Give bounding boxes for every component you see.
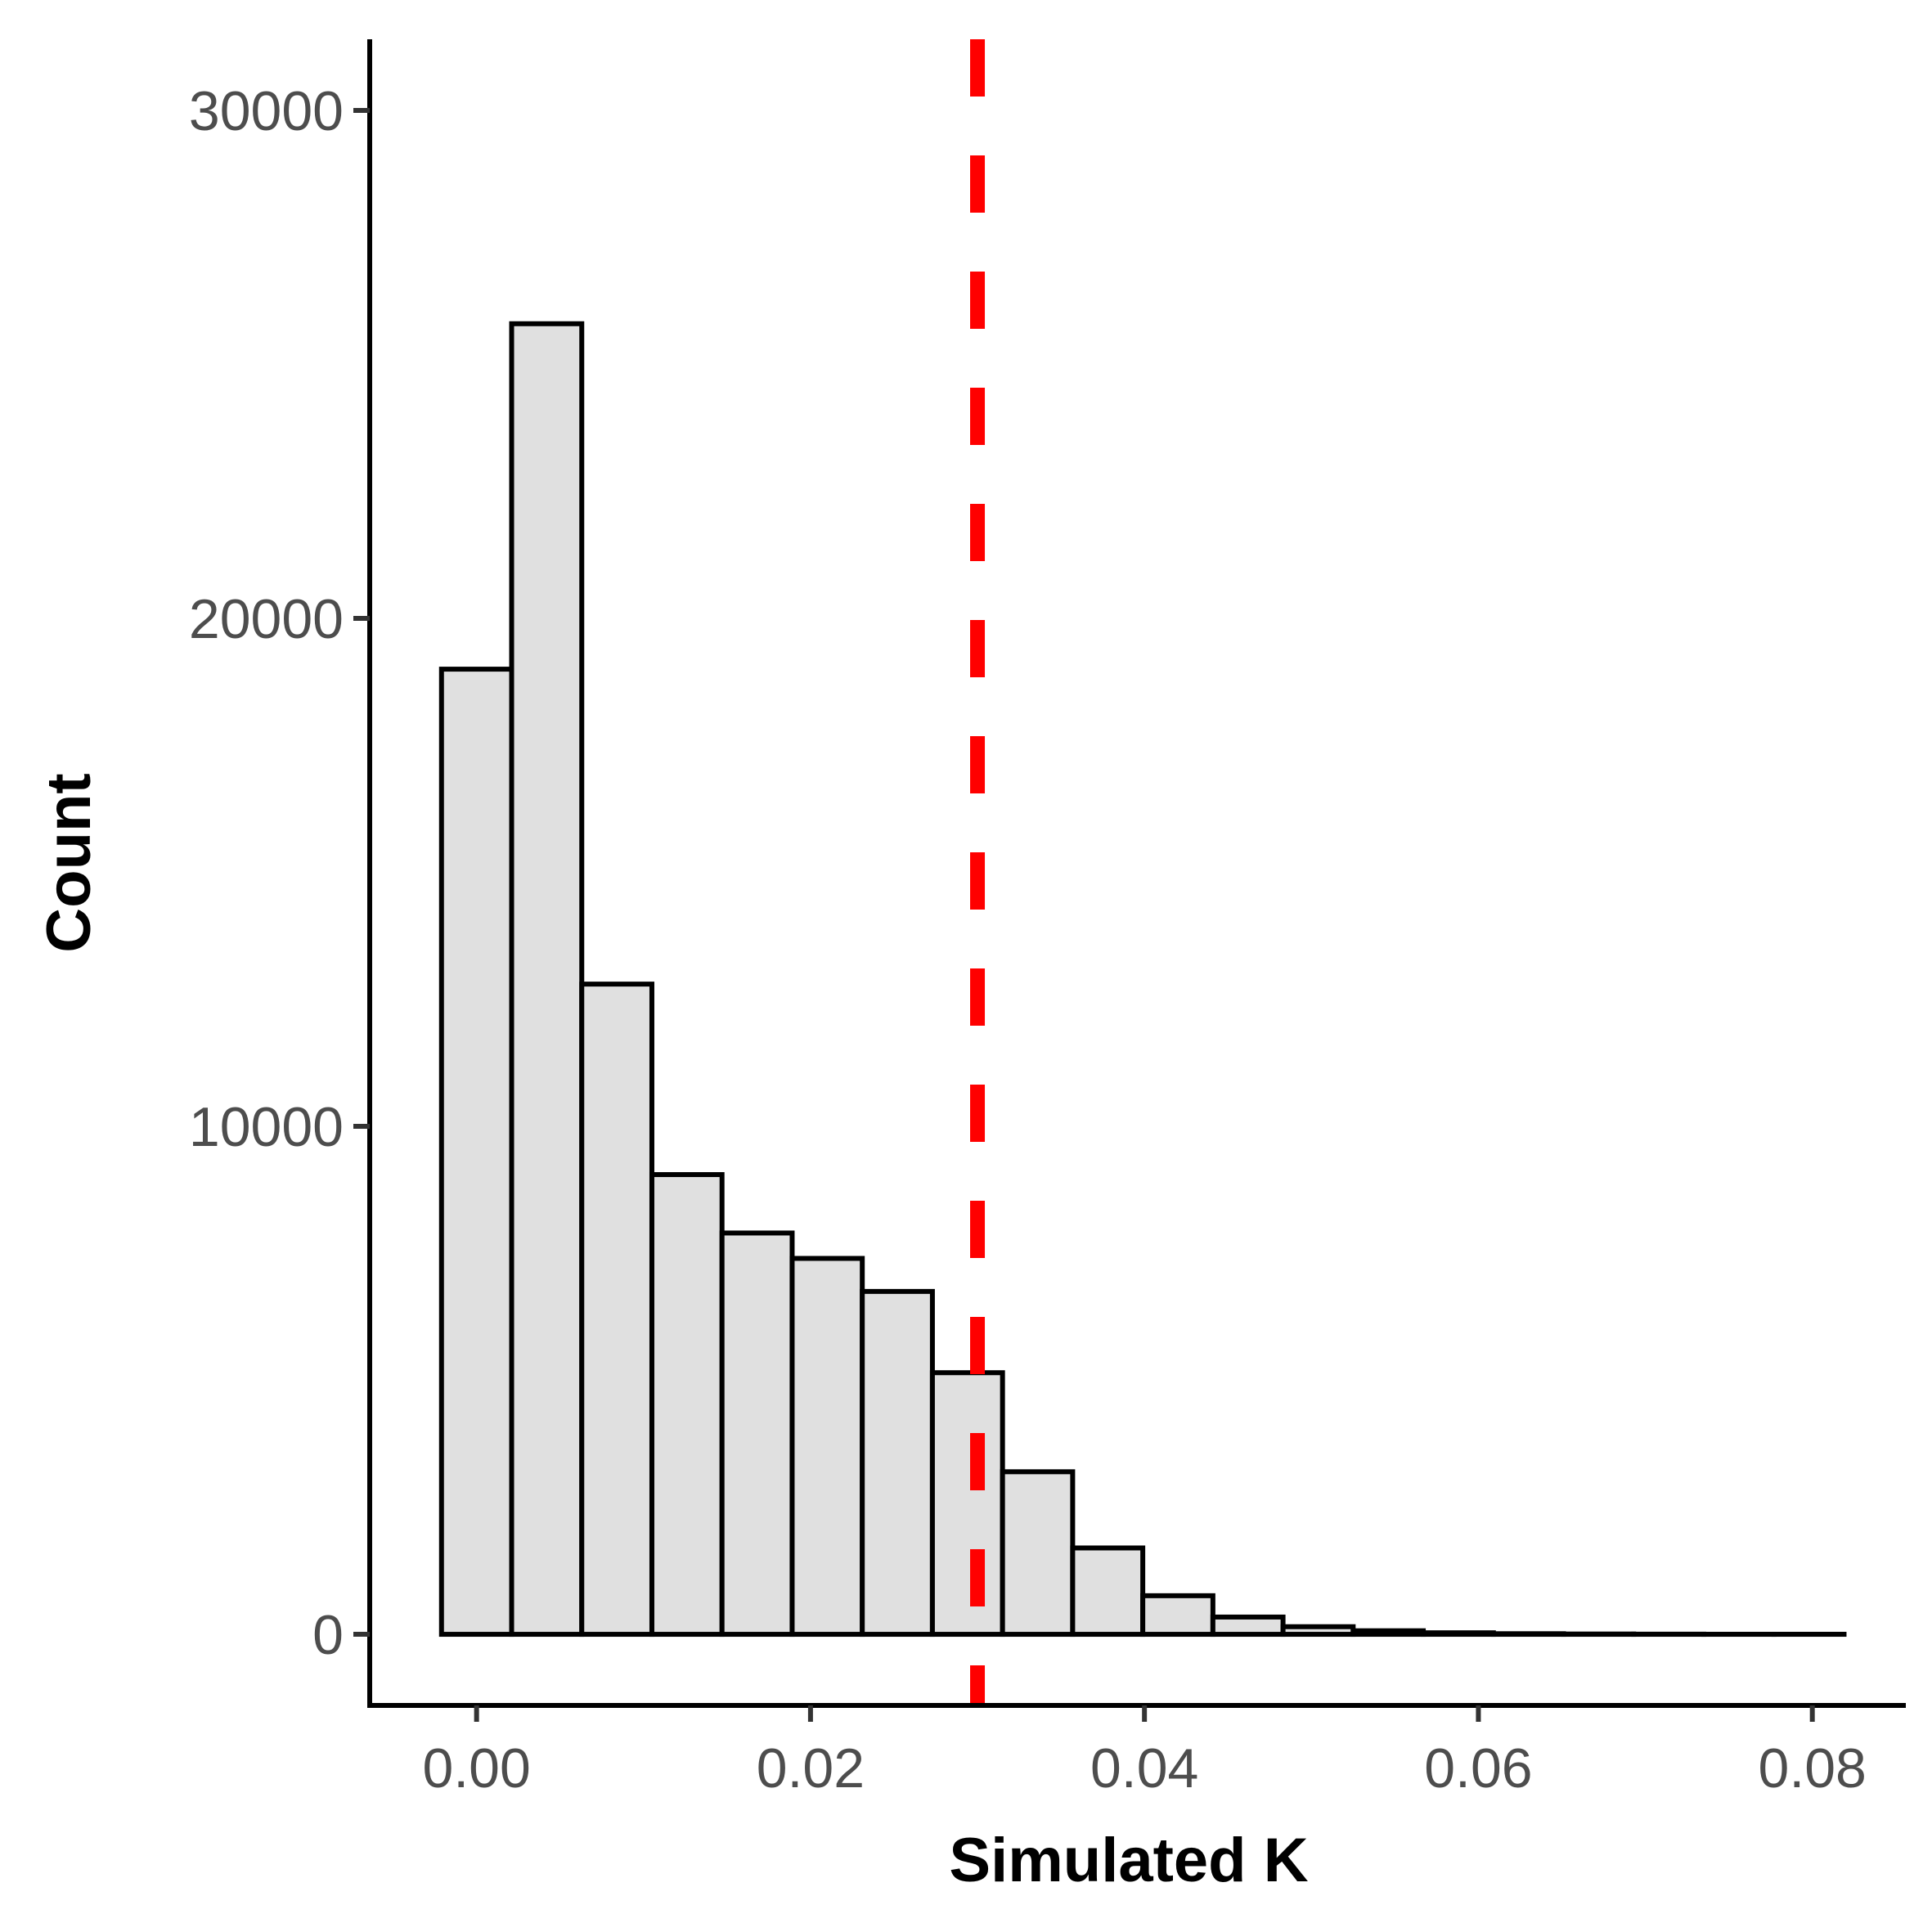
histogram-bar: [1490, 1631, 1566, 1638]
histogram-bar: [438, 667, 514, 1638]
x-tick-label: 0.08: [1759, 1737, 1867, 1799]
x-tick-label: 0.04: [1090, 1737, 1198, 1799]
ticks-group: 0.00 0.02 0.04 0.06 0.08 0 10000 20000 30000: [189, 80, 1867, 1799]
x-tick-label: 0.00: [422, 1737, 530, 1799]
histogram-bar: [860, 1288, 935, 1638]
y-tick-label: 0: [312, 1604, 344, 1666]
y-tick-label: 20000: [189, 588, 344, 650]
histogram-bar: [1210, 1614, 1286, 1638]
histogram-bar: [789, 1256, 865, 1638]
histogram-bar: [509, 321, 585, 1638]
bars-group: [438, 321, 1847, 1638]
x-axis-title: Simulated K: [949, 1826, 1308, 1895]
histogram-bar: [579, 982, 654, 1638]
histogram-bar: [649, 1172, 725, 1638]
histogram-bar: [1140, 1593, 1215, 1638]
y-axis-title: Count: [34, 773, 104, 952]
y-tick-label: 30000: [189, 80, 344, 142]
histogram-bar: [1421, 1630, 1496, 1638]
y-tick-label: 10000: [189, 1096, 344, 1158]
histogram-bar: [1000, 1469, 1076, 1638]
histogram-bar: [1350, 1628, 1427, 1638]
x-tick-label: 0.02: [757, 1737, 865, 1799]
histogram-bar: [719, 1230, 795, 1638]
histogram-bar: [1280, 1624, 1356, 1638]
histogram-bar: [929, 1370, 1005, 1638]
histogram-bar: [1070, 1545, 1146, 1638]
axes-group: [367, 39, 1906, 1708]
x-tick-label: 0.06: [1424, 1737, 1532, 1799]
